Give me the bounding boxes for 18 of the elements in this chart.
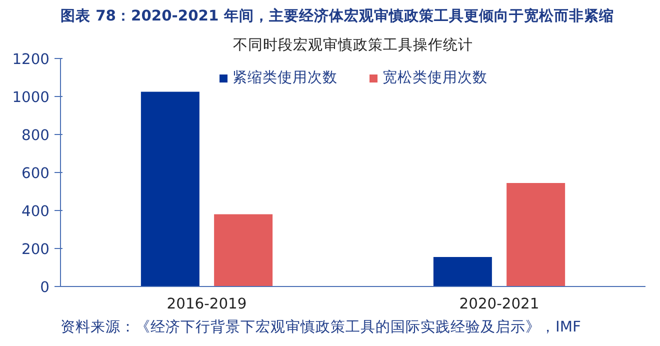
legend-label: 宽松类使用次数	[382, 68, 488, 87]
y-tick-label: 400	[22, 203, 50, 220]
bar	[506, 182, 566, 286]
text: 资料来源：《经济下行背景下宏观审慎政策工具的国际实践经验及启示》，IMF	[60, 318, 581, 336]
x-tick-label: 2020-2021	[459, 296, 540, 312]
chart-subtitle: 不同时段宏观审慎政策工具操作统计	[233, 36, 473, 54]
y-tick-label: 800	[22, 127, 50, 144]
y-tick-label: 1200	[12, 51, 50, 68]
y-tick-label: 1000	[12, 89, 50, 106]
bar	[433, 257, 492, 286]
legend-label: 紧缩类使用次数	[232, 68, 338, 87]
y-tick-label: 600	[22, 165, 50, 182]
y-tick-label: 200	[22, 241, 50, 258]
bar	[140, 92, 200, 286]
bar	[214, 214, 273, 286]
y-tick-label: 0	[40, 279, 50, 296]
x-tick-label: 2016-2019	[166, 296, 247, 312]
chart-title: 图表 78：2020-2021 年间，主要经济体宏观审慎政策工具更倾向于宽松而非紧缩	[60, 6, 614, 24]
